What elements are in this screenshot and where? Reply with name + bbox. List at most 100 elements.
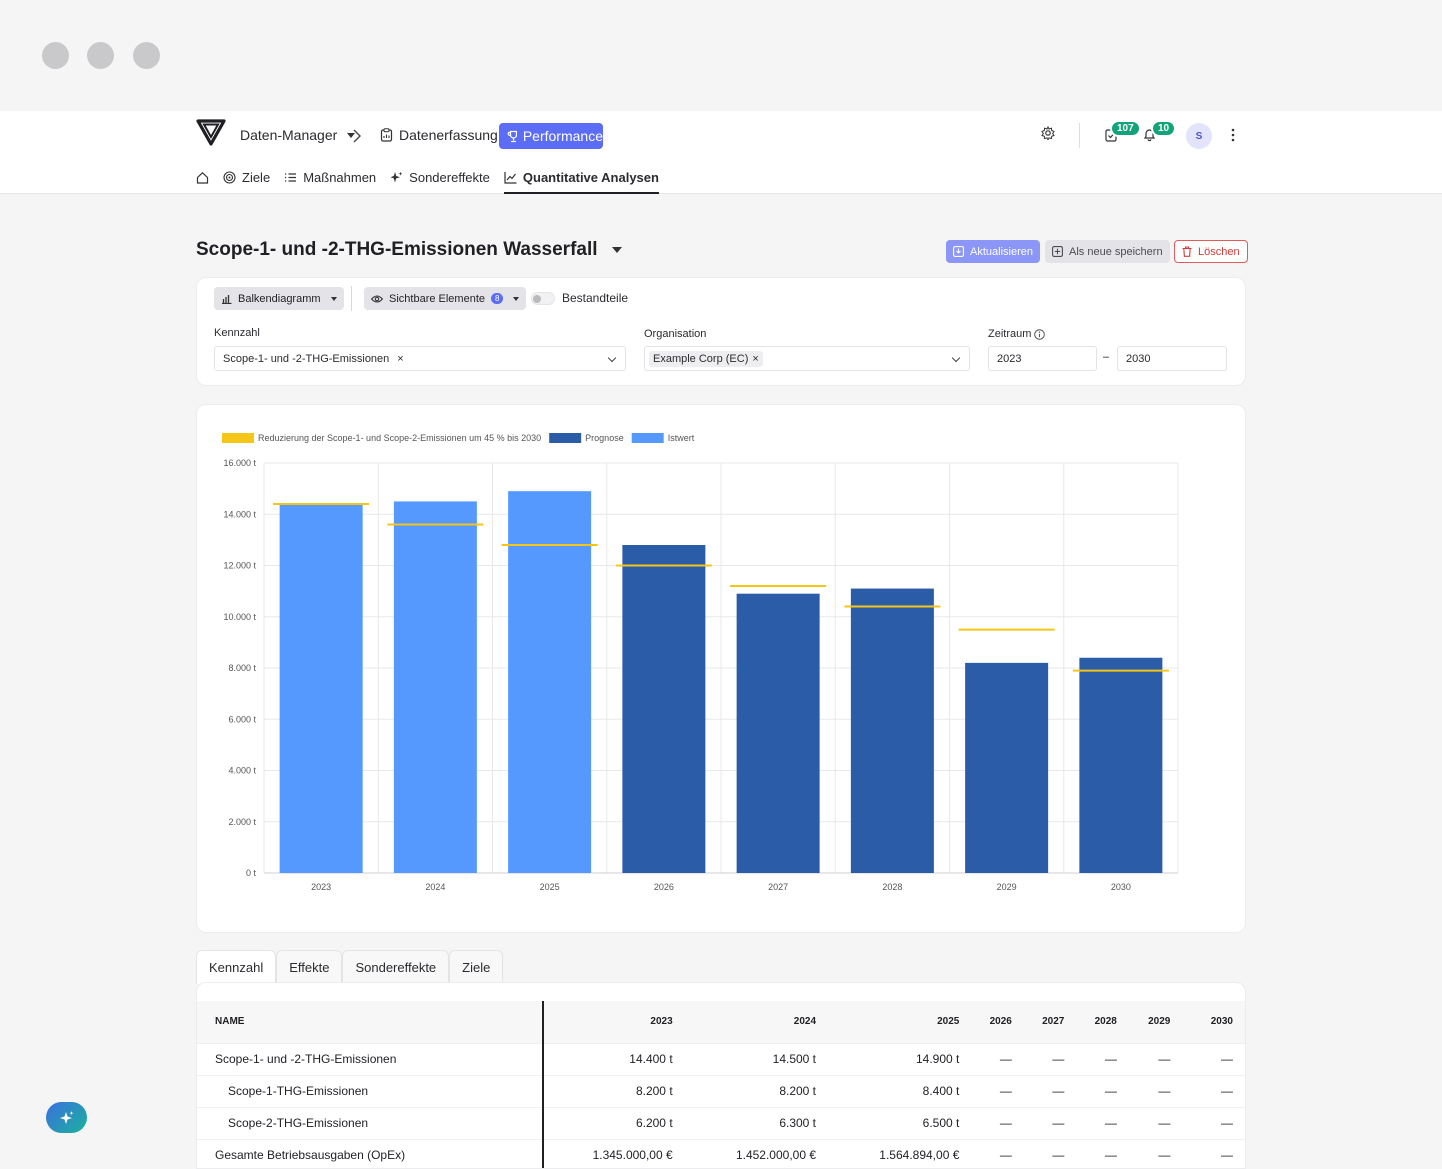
table-cell: — [973, 1042, 1026, 1075]
table-cell: — [1184, 1074, 1245, 1107]
column-header-year[interactable]: 2028 [1078, 1001, 1131, 1043]
home-icon [196, 171, 209, 184]
tab-goals[interactable]: Ziele [449, 950, 504, 984]
table-row[interactable]: Scope-1- und -2-THG-Emissionen 14.400 t … [197, 1042, 1245, 1075]
window-maximize-button[interactable] [133, 42, 160, 69]
bell-icon[interactable] [1143, 128, 1156, 142]
table-cell: — [973, 1074, 1026, 1107]
breadcrumb-data-capture-label: Datenerfassung [399, 127, 498, 143]
ai-assistant-button[interactable] [46, 1102, 87, 1133]
table-cell: — [1025, 1042, 1079, 1075]
table-row[interactable]: Scope-1-THG-Emissionen 8.200 t 8.200 t 8… [197, 1074, 1245, 1107]
breadcrumb-data-manager-label: Daten-Manager [240, 127, 338, 143]
target-icon [223, 170, 236, 184]
table-cell: — [1025, 1106, 1079, 1139]
clipboard-icon [380, 128, 393, 142]
period-label-text: Zeitraum [988, 328, 1032, 340]
breadcrumb-data-manager[interactable]: Daten-Manager [240, 127, 356, 143]
tasks-count-badge: 107 [1110, 120, 1141, 137]
table-cell: 8.200 t [543, 1074, 687, 1107]
table-cell: 1.452.000,00 € [686, 1138, 831, 1168]
table-cell: 1.564.894,00 € [830, 1138, 974, 1168]
organisation-field-label: Organisation [644, 328, 707, 340]
organisation-select[interactable]: Example Corp (EC) × [644, 346, 970, 371]
performance-module-button[interactable]: Performance [499, 123, 603, 149]
column-header-year[interactable]: 2030 [1184, 1001, 1245, 1043]
tab-effects[interactable]: Effekte [276, 950, 343, 984]
table-row[interactable]: Scope-2-THG-Emissionen 6.200 t 6.300 t 6… [197, 1106, 1245, 1139]
kpi-remove-icon[interactable]: × [397, 352, 404, 365]
window-close-button[interactable] [42, 42, 69, 69]
organisation-remove-icon[interactable]: × [752, 352, 759, 365]
row-name: Scope-2-THG-Emissionen [197, 1106, 545, 1139]
notifications-count-badge: 10 [1151, 120, 1177, 137]
window-minimize-button[interactable] [87, 42, 114, 69]
delete-button[interactable]: Löschen [1174, 240, 1248, 263]
home-nav-item[interactable] [196, 168, 209, 186]
table-cell: 1.345.000,00 € [543, 1138, 687, 1168]
chart-type-dropdown[interactable]: Balkendiagramm [214, 287, 344, 310]
kpi-select[interactable]: Scope-1- und -2-THG-Emissionen × [214, 346, 626, 371]
more-vertical-icon[interactable] [1230, 128, 1236, 142]
visible-elements-dropdown[interactable]: Sichtbare Elemente 8 [364, 287, 527, 310]
table-header-row: NAME 2023 2024 2025 2026 2027 2028 2029 … [197, 1001, 1245, 1043]
save-as-new-button-label: Als neue speichern [1069, 245, 1163, 258]
sparkle-icon [59, 1110, 74, 1124]
update-button[interactable]: Aktualisieren [946, 240, 1040, 263]
table-cell: — [1078, 1074, 1131, 1107]
filter-divider [351, 286, 352, 311]
nav-item-quantitative-analyses[interactable]: Quantitative Analysen [503, 168, 660, 194]
save-as-new-button[interactable]: Als neue speichern [1045, 240, 1170, 263]
nav-item-measures[interactable]: Maßnahmen [284, 168, 376, 186]
column-header-year[interactable]: 2023 [543, 1001, 687, 1043]
chevron-down-icon [607, 353, 617, 363]
tab-kpi-label: Kennzahl [209, 960, 264, 975]
delete-button-label: Löschen [1198, 245, 1240, 258]
components-toggle[interactable] [531, 292, 555, 305]
list-icon [285, 172, 297, 182]
breadcrumb-data-capture[interactable]: Datenerfassung [380, 127, 498, 143]
table-cell: — [1078, 1138, 1131, 1168]
period-from-input[interactable]: 2023 [988, 346, 1097, 371]
info-icon[interactable] [1034, 328, 1046, 340]
column-header-year[interactable]: 2027 [1025, 1001, 1079, 1043]
nav-item-special-effects[interactable]: Sondereffekte [390, 168, 490, 186]
table-cell: — [1130, 1042, 1185, 1075]
sub-navigation: Ziele Maßnahmen Sondereffekte Quantitati… [196, 168, 673, 194]
table-row[interactable]: Gesamte Betriebsausgaben (OpEx) 1.345.00… [197, 1138, 1245, 1168]
tab-special-effects[interactable]: Sondereffekte [342, 950, 450, 984]
chart-panel [196, 404, 1246, 933]
table-cell: — [1025, 1138, 1079, 1168]
period-to-input[interactable]: 2030 [1117, 346, 1227, 371]
chevron-right-icon [353, 129, 361, 143]
column-header-year[interactable]: 2025 [830, 1001, 974, 1043]
analysis-title-dropdown[interactable]: Scope-1- und -2-THG-Emissionen Wasserfal… [196, 239, 622, 261]
column-header-year[interactable]: 2024 [686, 1001, 831, 1043]
row-name: Scope-1- und -2-THG-Emissionen [197, 1042, 545, 1075]
period-from-value: 2023 [997, 352, 1022, 365]
kpi-field-label: Kennzahl [214, 327, 260, 339]
table-cell: 8.200 t [686, 1074, 831, 1107]
column-header-year[interactable]: 2029 [1130, 1001, 1185, 1043]
table-cell: — [1184, 1106, 1245, 1139]
period-separator: – [1103, 351, 1110, 363]
column-header-name[interactable]: NAME [197, 1001, 545, 1043]
user-avatar[interactable]: S [1186, 123, 1212, 149]
column-header-year[interactable]: 2026 [973, 1001, 1026, 1043]
app-logo-icon[interactable] [196, 118, 226, 146]
visible-elements-label: Sichtbare Elemente [389, 292, 485, 305]
gear-icon[interactable] [1041, 126, 1055, 140]
tab-goals-label: Ziele [462, 960, 491, 975]
table-cell: — [973, 1106, 1026, 1139]
chevron-down-icon [513, 296, 520, 301]
nav-item-goals[interactable]: Ziele [223, 168, 270, 186]
table-cell: — [1184, 1042, 1245, 1075]
table-cell: — [1130, 1138, 1185, 1168]
row-name: Gesamte Betriebsausgaben (OpEx) [197, 1138, 545, 1168]
tab-kpi[interactable]: Kennzahl [196, 950, 277, 984]
table-cell: — [1025, 1074, 1079, 1107]
page-title: Scope-1- und -2-THG-Emissionen Wasserfal… [196, 239, 598, 260]
organisation-tag: Example Corp (EC) × [649, 350, 763, 367]
chart-type-label: Balkendiagramm [238, 292, 321, 305]
period-field-label: Zeitraum [988, 328, 1046, 340]
